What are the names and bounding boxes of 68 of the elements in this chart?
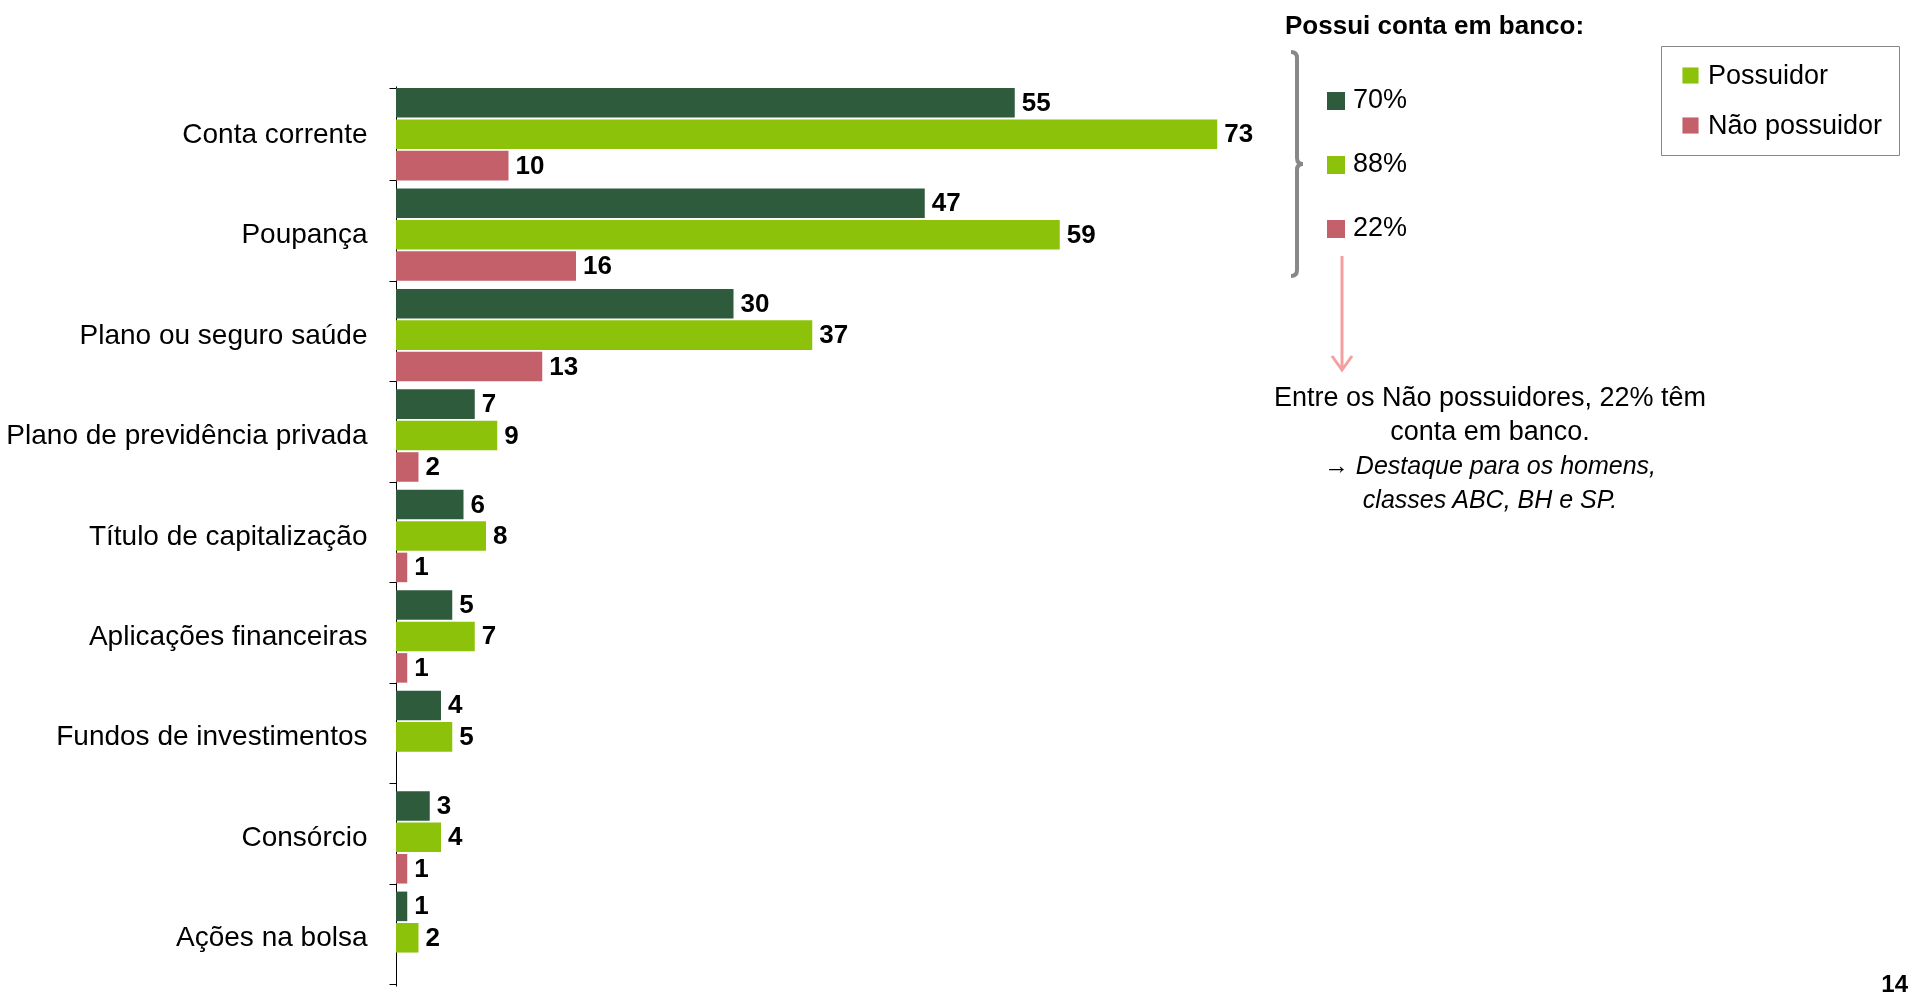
data-label: 30 — [740, 287, 770, 318]
y-tick-label: Plano de previdência privada — [6, 419, 368, 451]
bar — [396, 150, 509, 181]
bar — [396, 119, 1218, 149]
data-label: 7 — [481, 620, 497, 651]
bar — [396, 351, 543, 382]
bar — [396, 722, 453, 752]
text: Possui conta em banco: — [1285, 10, 1585, 41]
y-tick-label: Fundos de investimentos — [56, 720, 368, 752]
bar — [396, 621, 475, 652]
text: 22% — [1353, 212, 1408, 243]
data-label: 16 — [583, 250, 612, 281]
bar — [396, 489, 464, 520]
legend-label: Não possuidor — [1708, 109, 1883, 140]
bar — [396, 251, 576, 281]
data-label: 7 — [481, 388, 497, 419]
y-tick-label: Poupança — [241, 218, 368, 250]
y-tick-label: Título de capitalização — [88, 519, 368, 551]
data-label: 2 — [425, 450, 440, 481]
data-label: 37 — [819, 319, 849, 350]
text: 14 — [1881, 970, 1908, 998]
data-label: 5 — [459, 589, 474, 620]
data-label: 73 — [1224, 118, 1254, 149]
bar — [396, 420, 498, 451]
text: → Destaque para os homens, classes ABC, BH e SP. — [1322, 450, 1658, 515]
bar — [396, 219, 1060, 250]
y-tick-label: Ações na bolsa — [176, 921, 368, 953]
bar — [396, 320, 813, 350]
data-label: 6 — [470, 488, 485, 519]
data-label: 47 — [931, 187, 961, 218]
bar — [396, 791, 430, 821]
data-label: 13 — [549, 350, 579, 381]
data-label: 1 — [414, 651, 429, 682]
bar — [396, 923, 419, 953]
data-label: 2 — [425, 921, 440, 952]
data-label: 3 — [436, 789, 452, 820]
y-tick-label: Aplicações financeiras — [88, 619, 368, 651]
data-label: 1 — [414, 551, 429, 582]
data-label: 4 — [448, 689, 463, 720]
bar — [396, 188, 925, 218]
data-label: 5 — [459, 720, 474, 751]
bar — [396, 690, 441, 721]
bar — [396, 552, 408, 583]
bar — [396, 521, 486, 551]
y-tick-label: Conta corrente — [182, 117, 368, 149]
bar — [396, 822, 441, 853]
data-label: 4 — [448, 821, 463, 852]
bar — [396, 590, 453, 620]
bar — [396, 452, 419, 482]
data-label: 59 — [1066, 218, 1096, 249]
bar — [396, 389, 475, 419]
data-label: 8 — [493, 520, 508, 550]
text: Entre os Não possuidores, 22% têm conta em banco. — [1272, 381, 1708, 448]
text: 88% — [1353, 148, 1408, 179]
bar — [396, 88, 1015, 118]
data-label: 9 — [504, 419, 519, 450]
data-label: 55 — [1021, 86, 1051, 117]
data-label: 1 — [414, 852, 429, 883]
y-tick-label: Plano ou seguro saúde — [79, 318, 368, 350]
legend-label: Possuidor — [1708, 59, 1829, 90]
data-label: 10 — [515, 149, 545, 180]
data-label: 1 — [414, 890, 429, 921]
bar — [396, 891, 408, 922]
text: 70% — [1353, 84, 1408, 115]
bar — [396, 653, 408, 683]
y-tick-label: Consórcio — [241, 820, 368, 852]
bar — [396, 854, 408, 884]
bar — [396, 288, 734, 319]
